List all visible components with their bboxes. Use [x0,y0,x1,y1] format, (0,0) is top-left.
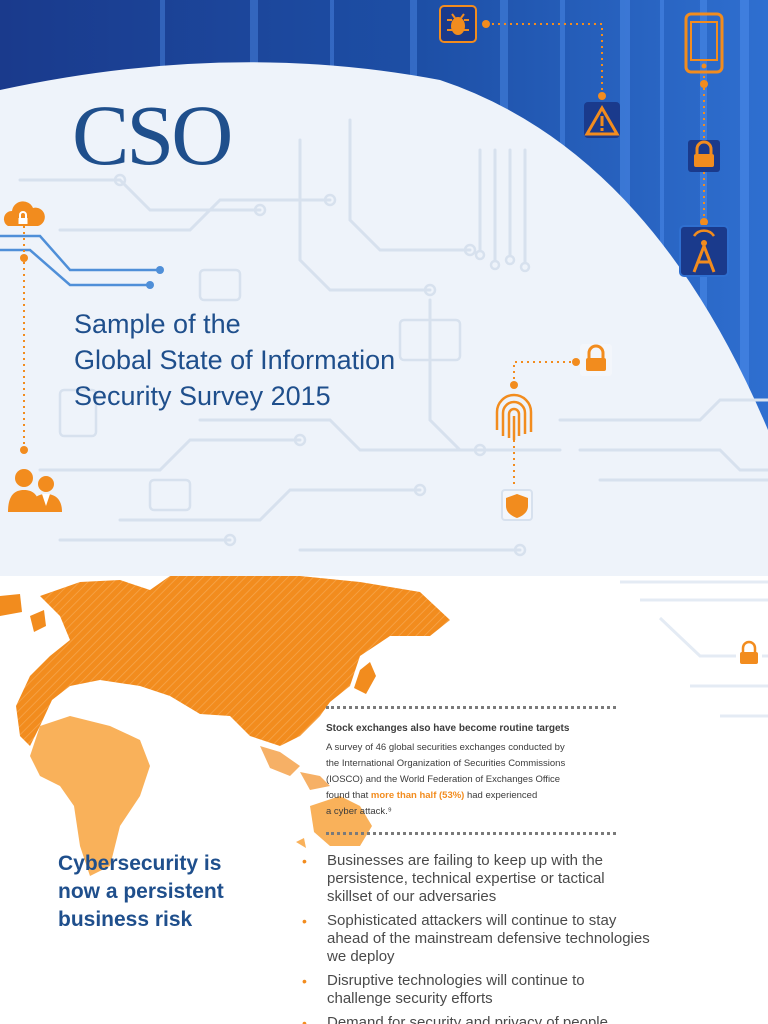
callout-highlight: more than half (53%) [370,790,465,801]
callout-prefix: found that [326,790,371,801]
bullet-marker: • [302,973,307,989]
callout-line: (IOSCO) and the World Federation of Exch… [326,774,561,785]
list-item: • Demand for security and privacy of peop… [300,1014,650,1024]
risk-bullet-list: • Businesses are failing to keep up with … [300,852,650,1024]
cso-logo: CSO [72,87,233,183]
bullet-marker: • [302,913,307,929]
list-item: • Sophisticated attackers will continue t… [300,912,650,966]
list-item: • Businesses are failing to keep up with … [300,852,650,906]
fingerprint-icon [495,393,533,440]
bullet-text: Demand for security and privacy of peopl… [327,1014,608,1024]
callout-line: the International Organization of Securi… [326,758,566,769]
padlock-icon [736,640,762,668]
callout-line: A survey of 46 global securities exchang… [326,742,565,753]
cover-title: Sample of the Global State of Informatio… [74,306,395,414]
smartphone-icon [684,12,724,74]
content-slide: Stock exchanges also have become routine… [0,576,768,1024]
callout-line: a cyber attack.⁹ [326,806,392,817]
callout-body: A survey of 46 global securities exchang… [326,740,616,820]
dotted-divider [326,706,616,709]
warning-icon [584,102,620,138]
padlock-icon [580,344,612,376]
callout-suffix: had experienced [464,790,538,801]
world-map [0,576,768,876]
bullet-text: Disruptive technologies will continue to… [327,972,585,1007]
bullet-marker: • [302,1015,307,1024]
bullet-text: Sophisticated attackers will continue to… [327,912,650,965]
bullet-text: Businesses are failing to keep up with t… [327,852,605,905]
slide-heading-line: now a persistent [58,880,224,903]
cover-title-line: Global State of Information [74,345,396,375]
dotted-divider [326,832,616,835]
bug-icon [439,5,477,43]
cover-title-line: Security Survey 2015 [74,381,331,411]
list-item: • Disruptive technologies will continue t… [300,972,650,1008]
users-icon [8,469,62,512]
shield-icon [501,489,533,521]
cloud-lock-icon [3,201,45,226]
cover-title-line: Sample of the [74,309,241,339]
cover-panel: CSO Sample of the Global State of Inform… [0,0,768,576]
slide-heading-line: business risk [58,908,193,931]
callout-title: Stock exchanges also have become routine… [326,723,570,734]
slide-heading: Cybersecurity is now a persistent busine… [58,850,224,934]
antenna-icon [679,225,729,277]
circuit-background [0,0,768,576]
bullet-marker: • [302,853,307,869]
lock-icon [688,140,720,172]
stock-exchange-callout: Stock exchanges also have become routine… [326,706,616,835]
slide-heading-line: Cybersecurity is [58,852,222,875]
